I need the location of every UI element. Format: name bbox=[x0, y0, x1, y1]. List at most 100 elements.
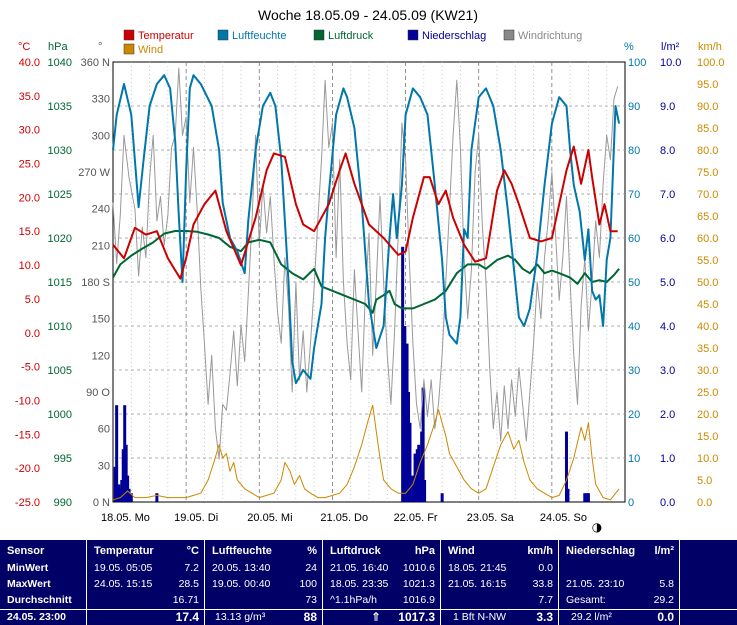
humidity-tick-label: 80 bbox=[628, 145, 640, 157]
temp-axis-unit: °C bbox=[18, 41, 30, 53]
weather-chart: Woche 18.05.09 - 24.05.09 (KW21) Tempera… bbox=[15, 7, 725, 534]
humidity-unit: % bbox=[307, 545, 317, 557]
legend-swatch bbox=[123, 29, 135, 41]
pressure-column: Luftdruck hPa 21.05. 16:40 1010.6 18.05.… bbox=[323, 540, 440, 625]
humidity-tick-label: 20 bbox=[628, 409, 640, 421]
pressure-tick-label: 1030 bbox=[48, 145, 72, 157]
temp-tick-label: -10.0 bbox=[15, 395, 40, 407]
wind-max-time: 21.05. 16:15 bbox=[448, 578, 507, 590]
humidity-header: Luftfeuchte bbox=[212, 545, 272, 557]
rain-tick-label: 10.0 bbox=[660, 57, 681, 69]
rain-bar bbox=[440, 493, 444, 502]
temp-tick-label: 30.0 bbox=[19, 125, 40, 137]
temp-tick-label: 35.0 bbox=[19, 91, 40, 103]
pressure-tick-label: 1015 bbox=[48, 277, 72, 289]
direction-tick-label: 30 bbox=[98, 460, 110, 472]
wind-line bbox=[112, 404, 620, 501]
rain-bar bbox=[583, 493, 587, 502]
temp-tick-label: 40.0 bbox=[19, 57, 40, 69]
wind-min-time: 18.05. 21:45 bbox=[448, 562, 507, 574]
wind-tick-label: 80.0 bbox=[697, 145, 718, 157]
wind-direction-line bbox=[112, 67, 619, 460]
rain-bar bbox=[421, 387, 425, 502]
x-tick-label: 24.05. So bbox=[540, 512, 587, 524]
temperature-unit: °C bbox=[186, 545, 199, 557]
wind-tick-label: 0.0 bbox=[697, 497, 712, 509]
rain-tick-label: 7.0 bbox=[660, 189, 675, 201]
direction-tick-label: 210 bbox=[92, 240, 110, 252]
humidity-min-time: 20.05. 13:40 bbox=[212, 562, 271, 574]
rain-daily: 29.2 l/m² bbox=[571, 611, 612, 623]
direction-tick-label: 180 S bbox=[81, 277, 110, 289]
wind-tick-label: 70.0 bbox=[697, 189, 718, 201]
sensor-header: Sensor bbox=[7, 545, 45, 557]
legend-label: Luftdruck bbox=[328, 30, 374, 42]
wind-avg: 7.7 bbox=[538, 594, 553, 606]
legend-swatch bbox=[407, 29, 419, 41]
rain-tick-label: 9.0 bbox=[660, 101, 675, 113]
direction-tick-label: 90 O bbox=[86, 387, 110, 399]
wind-tick-label: 60.0 bbox=[697, 233, 718, 245]
rain-tick-label: 4.0 bbox=[660, 321, 675, 333]
legend-label: Wind bbox=[138, 44, 163, 56]
wind-tick-label: 35.0 bbox=[697, 343, 718, 355]
wind-tick-label: 40.0 bbox=[697, 321, 718, 333]
humidity-absolute: 13.13 g/m³ bbox=[215, 611, 266, 623]
wind-tick-label: 50.0 bbox=[697, 277, 718, 289]
rain-bar bbox=[129, 493, 133, 502]
rain-total-label: Gesamt: bbox=[566, 594, 606, 606]
pressure-max-value: 1021.3 bbox=[402, 578, 435, 590]
pressure-axis-unit: hPa bbox=[48, 41, 68, 53]
rain-bar bbox=[423, 480, 427, 502]
temp-tick-label: -15.0 bbox=[15, 429, 40, 441]
rain-total-value: 29.2 bbox=[653, 594, 674, 606]
pressure-tick-label: 1035 bbox=[48, 101, 72, 113]
wind-axis-unit: km/h bbox=[698, 41, 722, 53]
now-marker-icon: ◑ bbox=[592, 520, 603, 534]
pressure-tick-label: 990 bbox=[54, 497, 72, 509]
pressure-unit: hPa bbox=[414, 545, 435, 557]
wind-tick-label: 20.0 bbox=[697, 409, 718, 421]
humidity-min-value: 24 bbox=[305, 562, 317, 574]
series-lines bbox=[112, 67, 621, 501]
chart-title: Woche 18.05.09 - 24.05.09 (KW21) bbox=[258, 7, 478, 23]
rain-tick-label: 0.0 bbox=[660, 497, 675, 509]
temperature-header: Temperatur bbox=[94, 545, 154, 557]
pressure-header: Luftdruck bbox=[330, 545, 381, 557]
sensor-column: Sensor MinWert MaxWert Durchschnitt 24.0… bbox=[0, 540, 86, 625]
direction-tick-label: 60 bbox=[98, 424, 110, 436]
rain-tick-label: 3.0 bbox=[660, 365, 675, 377]
wind-beaufort: 1 Bft N-NW bbox=[453, 611, 507, 623]
pressure-min-time: 21.05. 16:40 bbox=[330, 562, 389, 574]
direction-tick-label: 300 bbox=[92, 130, 110, 142]
pressure-tick-label: 1000 bbox=[48, 409, 72, 421]
max-label: MaxWert bbox=[7, 578, 51, 590]
humidity-current: 88 bbox=[303, 610, 317, 624]
pressure-max-time: 18.05. 23:35 bbox=[330, 578, 389, 590]
humidity-avg: 73 bbox=[305, 594, 317, 606]
rain-bar bbox=[411, 475, 415, 502]
x-tick-label: 18.05. Mo bbox=[101, 512, 150, 524]
column-divider bbox=[322, 540, 323, 625]
temp-tick-label: 20.0 bbox=[19, 192, 40, 204]
humidity-max-time: 19.05. 00:40 bbox=[212, 578, 271, 590]
rain-tick-label: 5.0 bbox=[660, 277, 675, 289]
temp-tick-label: -20.0 bbox=[15, 463, 40, 475]
legend-swatch bbox=[217, 29, 229, 41]
temp-tick-label: 25.0 bbox=[19, 159, 40, 171]
x-tick-label: 22.05. Fr bbox=[394, 512, 438, 524]
wind-unit: km/h bbox=[527, 545, 553, 557]
rain-bar bbox=[155, 493, 159, 502]
temp-tick-label: -25.0 bbox=[15, 497, 40, 509]
wind-tick-label: 15.0 bbox=[697, 431, 718, 443]
wind-tick-label: 75.0 bbox=[697, 167, 718, 179]
temperature-max-value: 28.5 bbox=[178, 578, 199, 590]
wind-tick-label: 45.0 bbox=[697, 299, 718, 311]
direction-tick-label: 150 bbox=[92, 314, 110, 326]
rain-tick-label: 8.0 bbox=[660, 145, 675, 157]
rain-unit: l/m² bbox=[654, 545, 674, 557]
humidity-tick-label: 100 bbox=[628, 57, 646, 69]
wind-tick-label: 90.0 bbox=[697, 101, 718, 113]
current-label: 24.05. 23:00 bbox=[7, 611, 66, 623]
chart-legend: Temperatur Wind Luftfeuchte Luftdruck Nieder… bbox=[123, 29, 582, 56]
